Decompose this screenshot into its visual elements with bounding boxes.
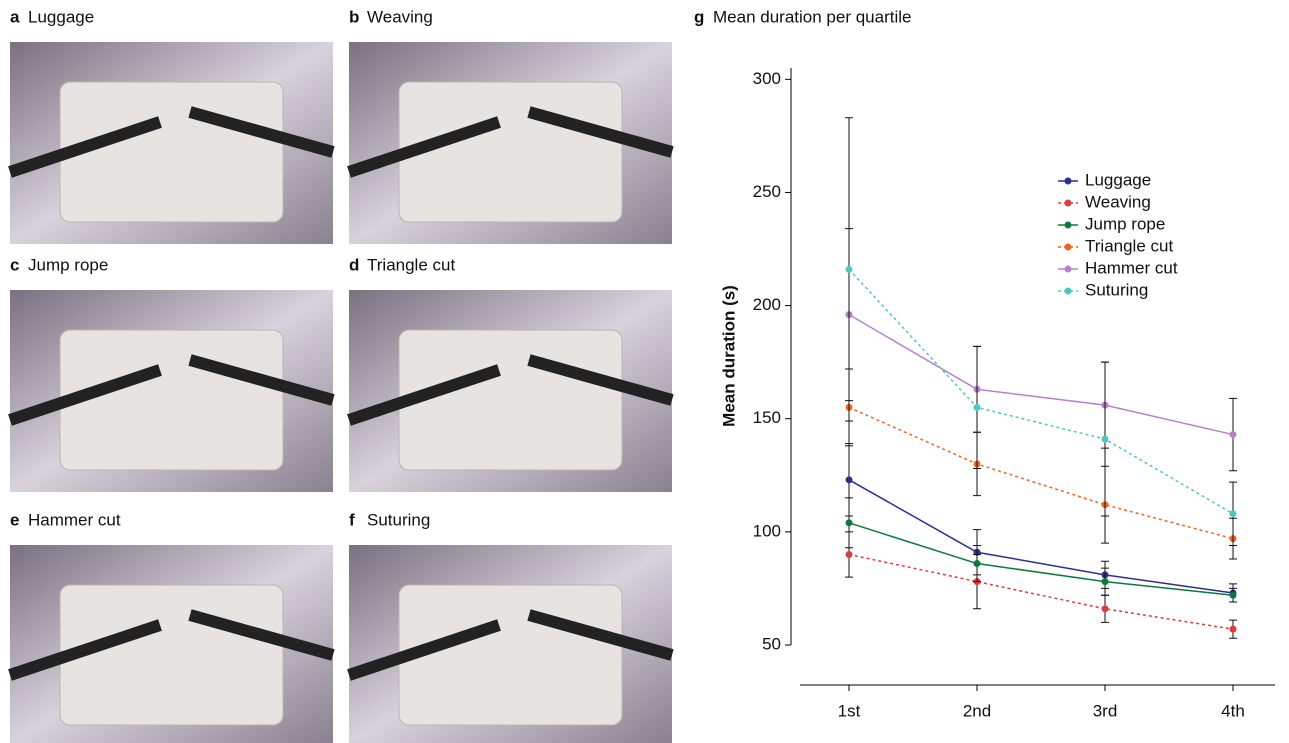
- legend-marker: [1064, 243, 1072, 251]
- photo-panels: a Luggage b Weaving c Jump rope d Triangle cut e…: [8, 7, 674, 743]
- instrument: [527, 609, 674, 661]
- point: [1101, 605, 1109, 613]
- instrument: [347, 619, 501, 681]
- instrument: [188, 354, 335, 406]
- legend-label: Triangle cut: [1085, 236, 1173, 255]
- y-tick-label: 50: [762, 634, 781, 653]
- series-line: [848, 268, 1234, 515]
- instrument: [188, 609, 335, 661]
- instrument: [8, 116, 162, 178]
- point: [1101, 435, 1109, 443]
- x-tick-label: 2nd: [963, 701, 991, 720]
- series-line: [848, 406, 1234, 540]
- series-line: [848, 522, 1234, 596]
- point: [1101, 578, 1109, 586]
- y-axis-label: Mean duration (s): [719, 285, 738, 427]
- task-board: [59, 584, 284, 726]
- series-line: [848, 479, 1234, 594]
- point: [845, 476, 853, 484]
- task-board: [59, 329, 284, 471]
- point: [973, 560, 981, 568]
- instrument: [188, 106, 335, 158]
- legend-marker: [1064, 265, 1072, 273]
- panel-title: Jump rope: [28, 255, 108, 274]
- task-board: [59, 81, 284, 223]
- task-board: [398, 329, 623, 471]
- chart-title: Mean duration per quartile: [713, 7, 911, 26]
- legend-marker: [1064, 287, 1072, 295]
- point: [1229, 431, 1237, 439]
- panel-letter: f: [349, 510, 355, 529]
- x-tick-label: 1st: [838, 701, 861, 720]
- legend-label: Weaving: [1085, 192, 1151, 211]
- y-tick-label: 150: [753, 408, 781, 427]
- panel-title: Hammer cut: [28, 510, 121, 529]
- point: [845, 265, 853, 273]
- panel-letter: c: [10, 255, 19, 274]
- task-board: [398, 584, 623, 726]
- series-line: [848, 553, 1234, 630]
- point: [845, 519, 853, 527]
- instrument: [347, 364, 501, 426]
- panel-title: Suturing: [367, 510, 430, 529]
- point: [1229, 510, 1237, 518]
- y-tick-label: 200: [753, 295, 781, 314]
- panel-letter: b: [349, 7, 359, 26]
- legend-label: Luggage: [1085, 170, 1151, 189]
- series-line: [848, 313, 1234, 436]
- legend-marker: [1064, 199, 1072, 207]
- point: [1229, 591, 1237, 599]
- panel-letter: d: [349, 255, 359, 274]
- legend-marker: [1064, 177, 1072, 185]
- instrument: [527, 106, 674, 158]
- x-tick-label: 3rd: [1093, 701, 1118, 720]
- legend-marker: [1064, 221, 1072, 229]
- legend-label: Jump rope: [1085, 214, 1165, 233]
- legend-label: Suturing: [1085, 280, 1148, 299]
- panel-title: Luggage: [28, 7, 94, 26]
- instrument: [8, 619, 162, 681]
- instrument: [347, 116, 501, 178]
- point: [1229, 625, 1237, 633]
- y-tick-label: 300: [753, 69, 781, 88]
- legend-label: Hammer cut: [1085, 258, 1178, 277]
- panel-title: Weaving: [367, 7, 433, 26]
- task-board: [398, 81, 623, 223]
- y-tick-label: 100: [753, 521, 781, 540]
- x-tick-label: 4th: [1221, 701, 1245, 720]
- y-tick-label: 250: [753, 182, 781, 201]
- panel-letter: e: [10, 510, 19, 529]
- instrument: [527, 354, 674, 406]
- point: [973, 403, 981, 411]
- panel-letter: a: [10, 7, 20, 26]
- panel-letter: g: [694, 7, 704, 26]
- instrument: [8, 364, 162, 426]
- point: [845, 550, 853, 558]
- panel-title: Triangle cut: [367, 255, 455, 274]
